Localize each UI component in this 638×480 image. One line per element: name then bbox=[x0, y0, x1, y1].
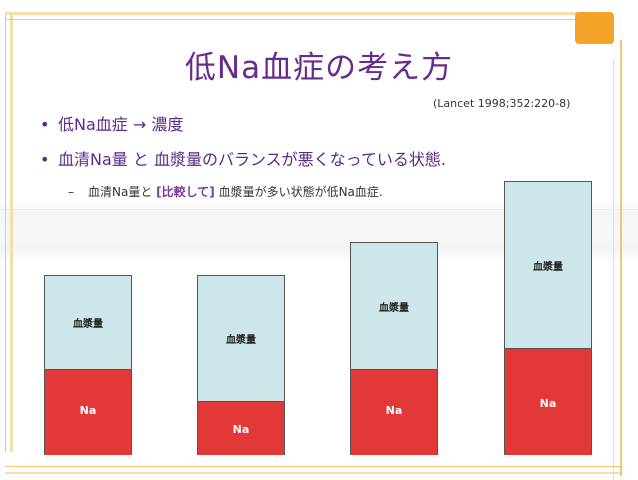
bar-2-na-segment: Na bbox=[198, 401, 284, 455]
background-line bbox=[0, 209, 638, 210]
corner-square-decoration bbox=[575, 12, 614, 44]
bar-1-na-segment: Na bbox=[45, 369, 131, 455]
bullet-text: 低Na血症 → 濃度 bbox=[58, 115, 184, 134]
bar-3-na-segment: Na bbox=[351, 369, 437, 455]
frame-line-top bbox=[5, 12, 585, 15]
bullet-item-2: • 血清Na量 と 血漿量のバランスが悪くなっている状態. bbox=[40, 146, 446, 170]
bar-4-na-label: Na bbox=[539, 397, 557, 410]
bar-1: 血漿量 Na bbox=[44, 275, 132, 455]
sub-bullet-emphasis: [比較して] bbox=[156, 185, 215, 199]
bar-3-plasma-segment: 血漿量 bbox=[351, 243, 437, 369]
sub-bullet: – 血清Na量と [比較して] 血漿量が多い状態が低Na血症. bbox=[68, 183, 383, 200]
bar-4-plasma-segment: 血漿量 bbox=[505, 182, 591, 348]
sub-bullet-dash: – bbox=[68, 185, 74, 199]
bar-1-na-label: Na bbox=[79, 404, 97, 417]
frame-line-right bbox=[620, 40, 622, 476]
frame-line-bottom-outer bbox=[5, 472, 620, 474]
bullet-dot: • bbox=[40, 150, 50, 169]
bar-4-na-segment: Na bbox=[505, 348, 591, 455]
bar-2-plasma-segment: 血漿量 bbox=[198, 276, 284, 401]
frame-line-right-inner bbox=[613, 60, 614, 480]
bar-2: 血漿量 Na bbox=[197, 275, 285, 455]
frame-line-left bbox=[5, 12, 6, 452]
frame-line-bottom bbox=[5, 466, 620, 467]
sub-bullet-part-2: 血漿量が多い状態が低Na血症. bbox=[214, 185, 383, 199]
bar-3: 血漿量 Na bbox=[350, 242, 438, 455]
bar-4-plasma-label: 血漿量 bbox=[533, 261, 563, 273]
citation: (Lancet 1998;352:220-8) bbox=[433, 97, 571, 110]
bar-4: 血漿量 Na bbox=[504, 181, 592, 455]
frame-line-top-inner bbox=[5, 19, 585, 20]
bullet-text: 血清Na量 と 血漿量のバランスが悪くなっている状態. bbox=[58, 150, 446, 169]
bar-3-plasma-label: 血漿量 bbox=[379, 302, 409, 314]
slide-title: 低Na血症の考え方 bbox=[184, 50, 454, 86]
bar-1-plasma-segment: 血漿量 bbox=[45, 276, 131, 369]
bar-2-na-label: Na bbox=[232, 423, 250, 436]
bullet-item-1: • 低Na血症 → 濃度 bbox=[40, 111, 183, 135]
bar-3-na-label: Na bbox=[385, 404, 403, 417]
bullet-dot: • bbox=[40, 115, 50, 134]
bar-2-plasma-label: 血漿量 bbox=[226, 335, 256, 346]
bar-1-plasma-label: 血漿量 bbox=[73, 319, 103, 330]
frame-line-left-inner bbox=[10, 12, 13, 452]
sub-bullet-part-1: 血清Na量と bbox=[88, 185, 157, 199]
